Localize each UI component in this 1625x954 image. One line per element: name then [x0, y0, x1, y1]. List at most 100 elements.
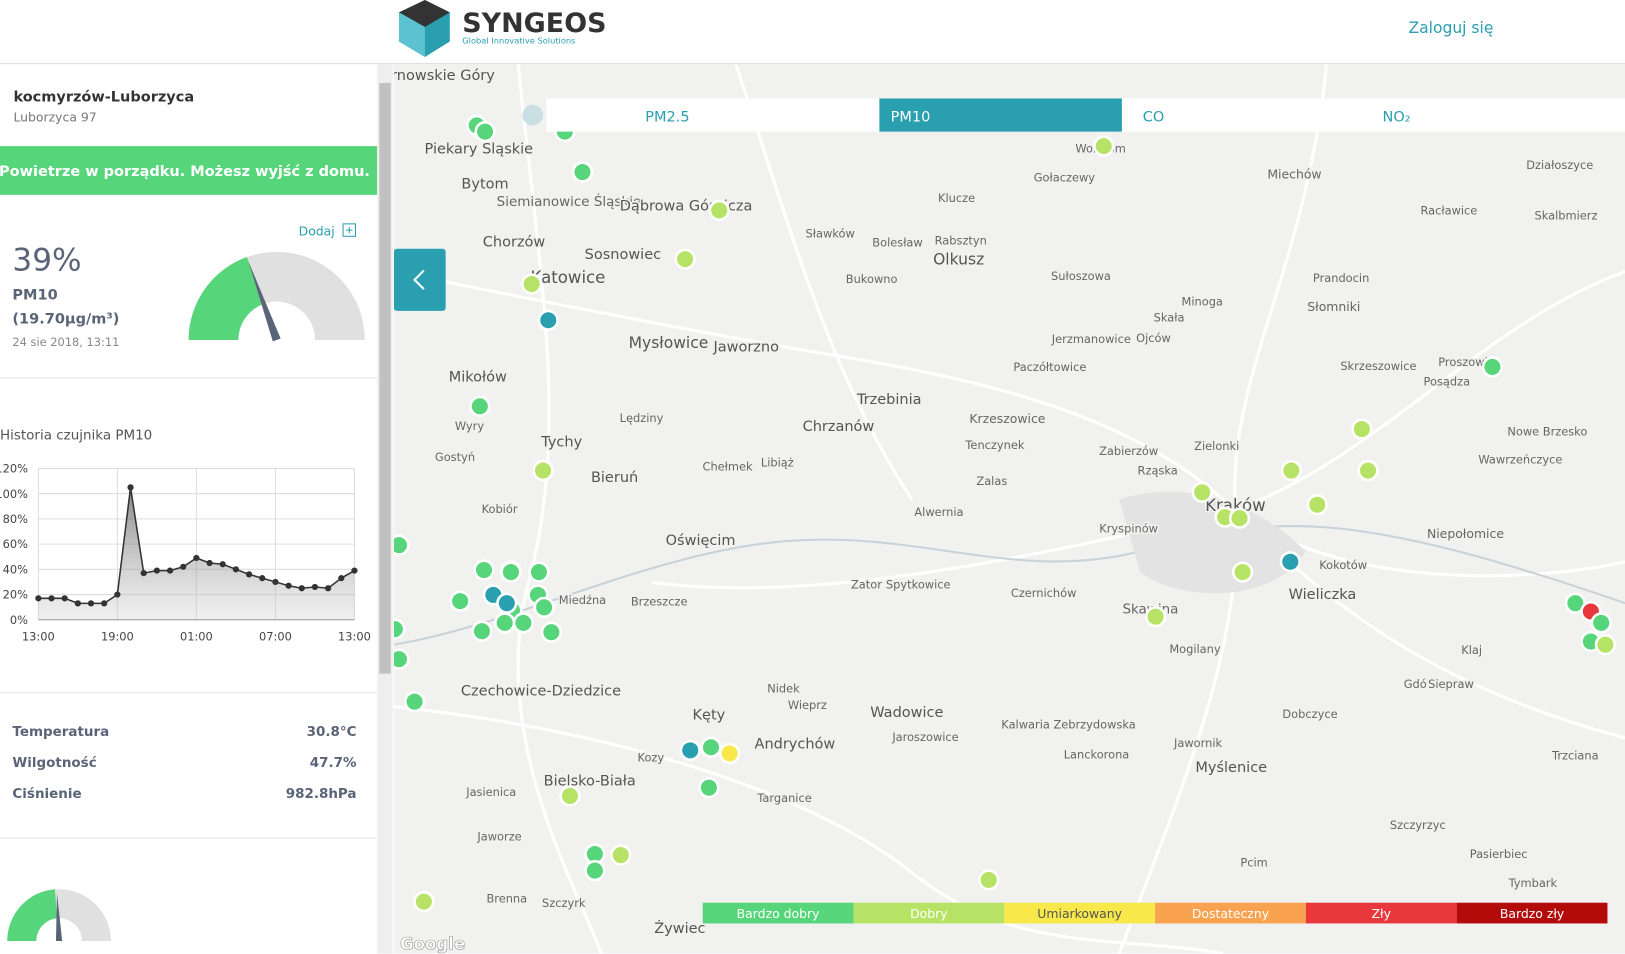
station-marker[interactable] — [674, 248, 696, 270]
measurement-label: Temperatura — [12, 724, 109, 740]
station-marker[interactable] — [708, 199, 730, 222]
station-marker[interactable] — [679, 739, 701, 761]
tab[interactable]: CO — [1143, 109, 1165, 125]
tab[interactable]: PM10 — [891, 109, 931, 125]
collapse-button[interactable] — [393, 248, 446, 311]
station-marker[interactable] — [1279, 551, 1301, 573]
station-marker[interactable] — [494, 612, 516, 634]
place-label: Mikołów — [449, 369, 507, 385]
x-tick-label: 07:00 — [259, 629, 292, 643]
point — [351, 567, 358, 574]
station-marker[interactable] — [393, 618, 406, 640]
station-marker[interactable] — [500, 561, 522, 583]
station-marker[interactable] — [474, 120, 496, 143]
point — [324, 585, 332, 592]
map-attribution: Google — [400, 934, 465, 953]
station-marker[interactable] — [978, 869, 1000, 891]
station-marker[interactable] — [1144, 606, 1167, 628]
place-label: Skrzeszowice — [1340, 359, 1416, 373]
station-marker[interactable] — [698, 777, 720, 799]
place-label: Targanice — [756, 791, 811, 805]
place-label: Wawrzeńczyce — [1478, 452, 1562, 466]
station-marker[interactable] — [584, 859, 606, 882]
point — [232, 566, 240, 573]
map[interactable]: Tarnowskie Góry Piekary Śląskie BytomSiemi… — [393, 64, 1625, 954]
station-marker[interactable] — [1232, 561, 1254, 583]
station-marker[interactable] — [1306, 494, 1328, 516]
place-label: Gołaczewy — [1034, 170, 1096, 184]
login-link[interactable]: Zaloguj się — [1409, 19, 1494, 37]
station-marker[interactable] — [537, 309, 559, 331]
station-marker[interactable] — [610, 844, 632, 866]
station-marker[interactable] — [1228, 507, 1251, 529]
legend-label: Dostateczny — [1192, 906, 1269, 921]
station-marker[interactable] — [1191, 481, 1213, 503]
station-name: kocmyrzów-Luborzyca — [13, 90, 194, 106]
station-marker[interactable] — [473, 559, 495, 581]
point — [101, 600, 108, 607]
place-label: Sosnowiec — [585, 247, 661, 263]
place-label: Słomniki — [1307, 299, 1360, 314]
station-marker[interactable] — [471, 620, 493, 642]
station-marker[interactable] — [512, 612, 535, 634]
place-label: Nidek — [767, 681, 800, 695]
place-label: Miechów — [1267, 166, 1321, 181]
station-marker[interactable] — [540, 621, 562, 643]
y-tick-label: 20% — [3, 588, 28, 602]
station-marker[interactable] — [521, 273, 543, 295]
station-marker[interactable] — [532, 459, 554, 482]
station-marker[interactable] — [1280, 459, 1302, 482]
add-link[interactable]: Dodaj — [299, 223, 335, 238]
point — [219, 561, 226, 568]
point — [153, 567, 160, 574]
status-banner — [0, 146, 378, 195]
tab-active-bg — [879, 98, 1122, 132]
station-marker[interactable] — [1357, 459, 1379, 482]
sidebar: kocmyrzów-Luborzyca Luborzyca 97 Powietr… — [0, 64, 378, 954]
place-label: Jaworzno — [712, 339, 779, 355]
place-label: Tarnowskie Góry — [394, 68, 495, 84]
station-marker[interactable] — [413, 891, 435, 913]
y-tick-label: 40% — [3, 562, 28, 576]
legend-swatch — [1004, 902, 1156, 924]
place-label: Olkusz — [933, 250, 984, 268]
station-marker[interactable] — [393, 648, 410, 670]
station-marker[interactable] — [533, 596, 555, 618]
station-marker[interactable] — [1594, 634, 1617, 656]
point — [140, 570, 147, 577]
station-marker[interactable] — [528, 561, 550, 583]
tab-arrow[interactable] — [522, 104, 544, 126]
header: SYNGEOS Global Innovative Solutions Zalo… — [0, 0, 1625, 65]
station-marker[interactable] — [700, 736, 722, 758]
station-marker[interactable] — [559, 785, 581, 807]
x-tick-label: 13:00 — [338, 629, 371, 643]
place-label: Tymbark — [1508, 876, 1558, 890]
add-icon[interactable] — [342, 223, 357, 237]
separator — [0, 837, 378, 839]
station-marker[interactable] — [1351, 418, 1373, 440]
station-marker[interactable] — [393, 534, 410, 556]
measurement-value: 982.8hPa — [286, 786, 357, 802]
station-marker[interactable] — [571, 161, 594, 183]
station-marker[interactable] — [719, 742, 741, 765]
station-marker[interactable] — [1481, 356, 1504, 378]
place-label: Krzeszowice — [969, 411, 1045, 426]
city-area — [1119, 491, 1306, 594]
place-label: Wieprz — [788, 698, 827, 712]
place-label: Mysłowice — [629, 334, 709, 352]
measurements: Temperatura 30.8°C Wilgotność 47.7% Ciśnieni… — [12, 724, 357, 802]
station-marker[interactable] — [1590, 612, 1612, 634]
scrollbar-thumb[interactable] — [379, 82, 391, 674]
tab[interactable]: PM2.5 — [645, 109, 689, 125]
station-marker[interactable] — [1093, 135, 1115, 157]
tab[interactable]: NO₂ — [1383, 109, 1411, 125]
station-marker[interactable] — [449, 590, 471, 612]
pollutant: PM10 — [12, 288, 57, 304]
legend-swatch — [702, 902, 854, 924]
station-marker[interactable] — [496, 592, 518, 614]
station-marker[interactable] — [403, 691, 426, 713]
station-marker[interactable] — [469, 395, 491, 417]
point — [272, 578, 279, 586]
place-label: Pasierbiec — [1470, 847, 1528, 861]
point — [206, 559, 213, 567]
